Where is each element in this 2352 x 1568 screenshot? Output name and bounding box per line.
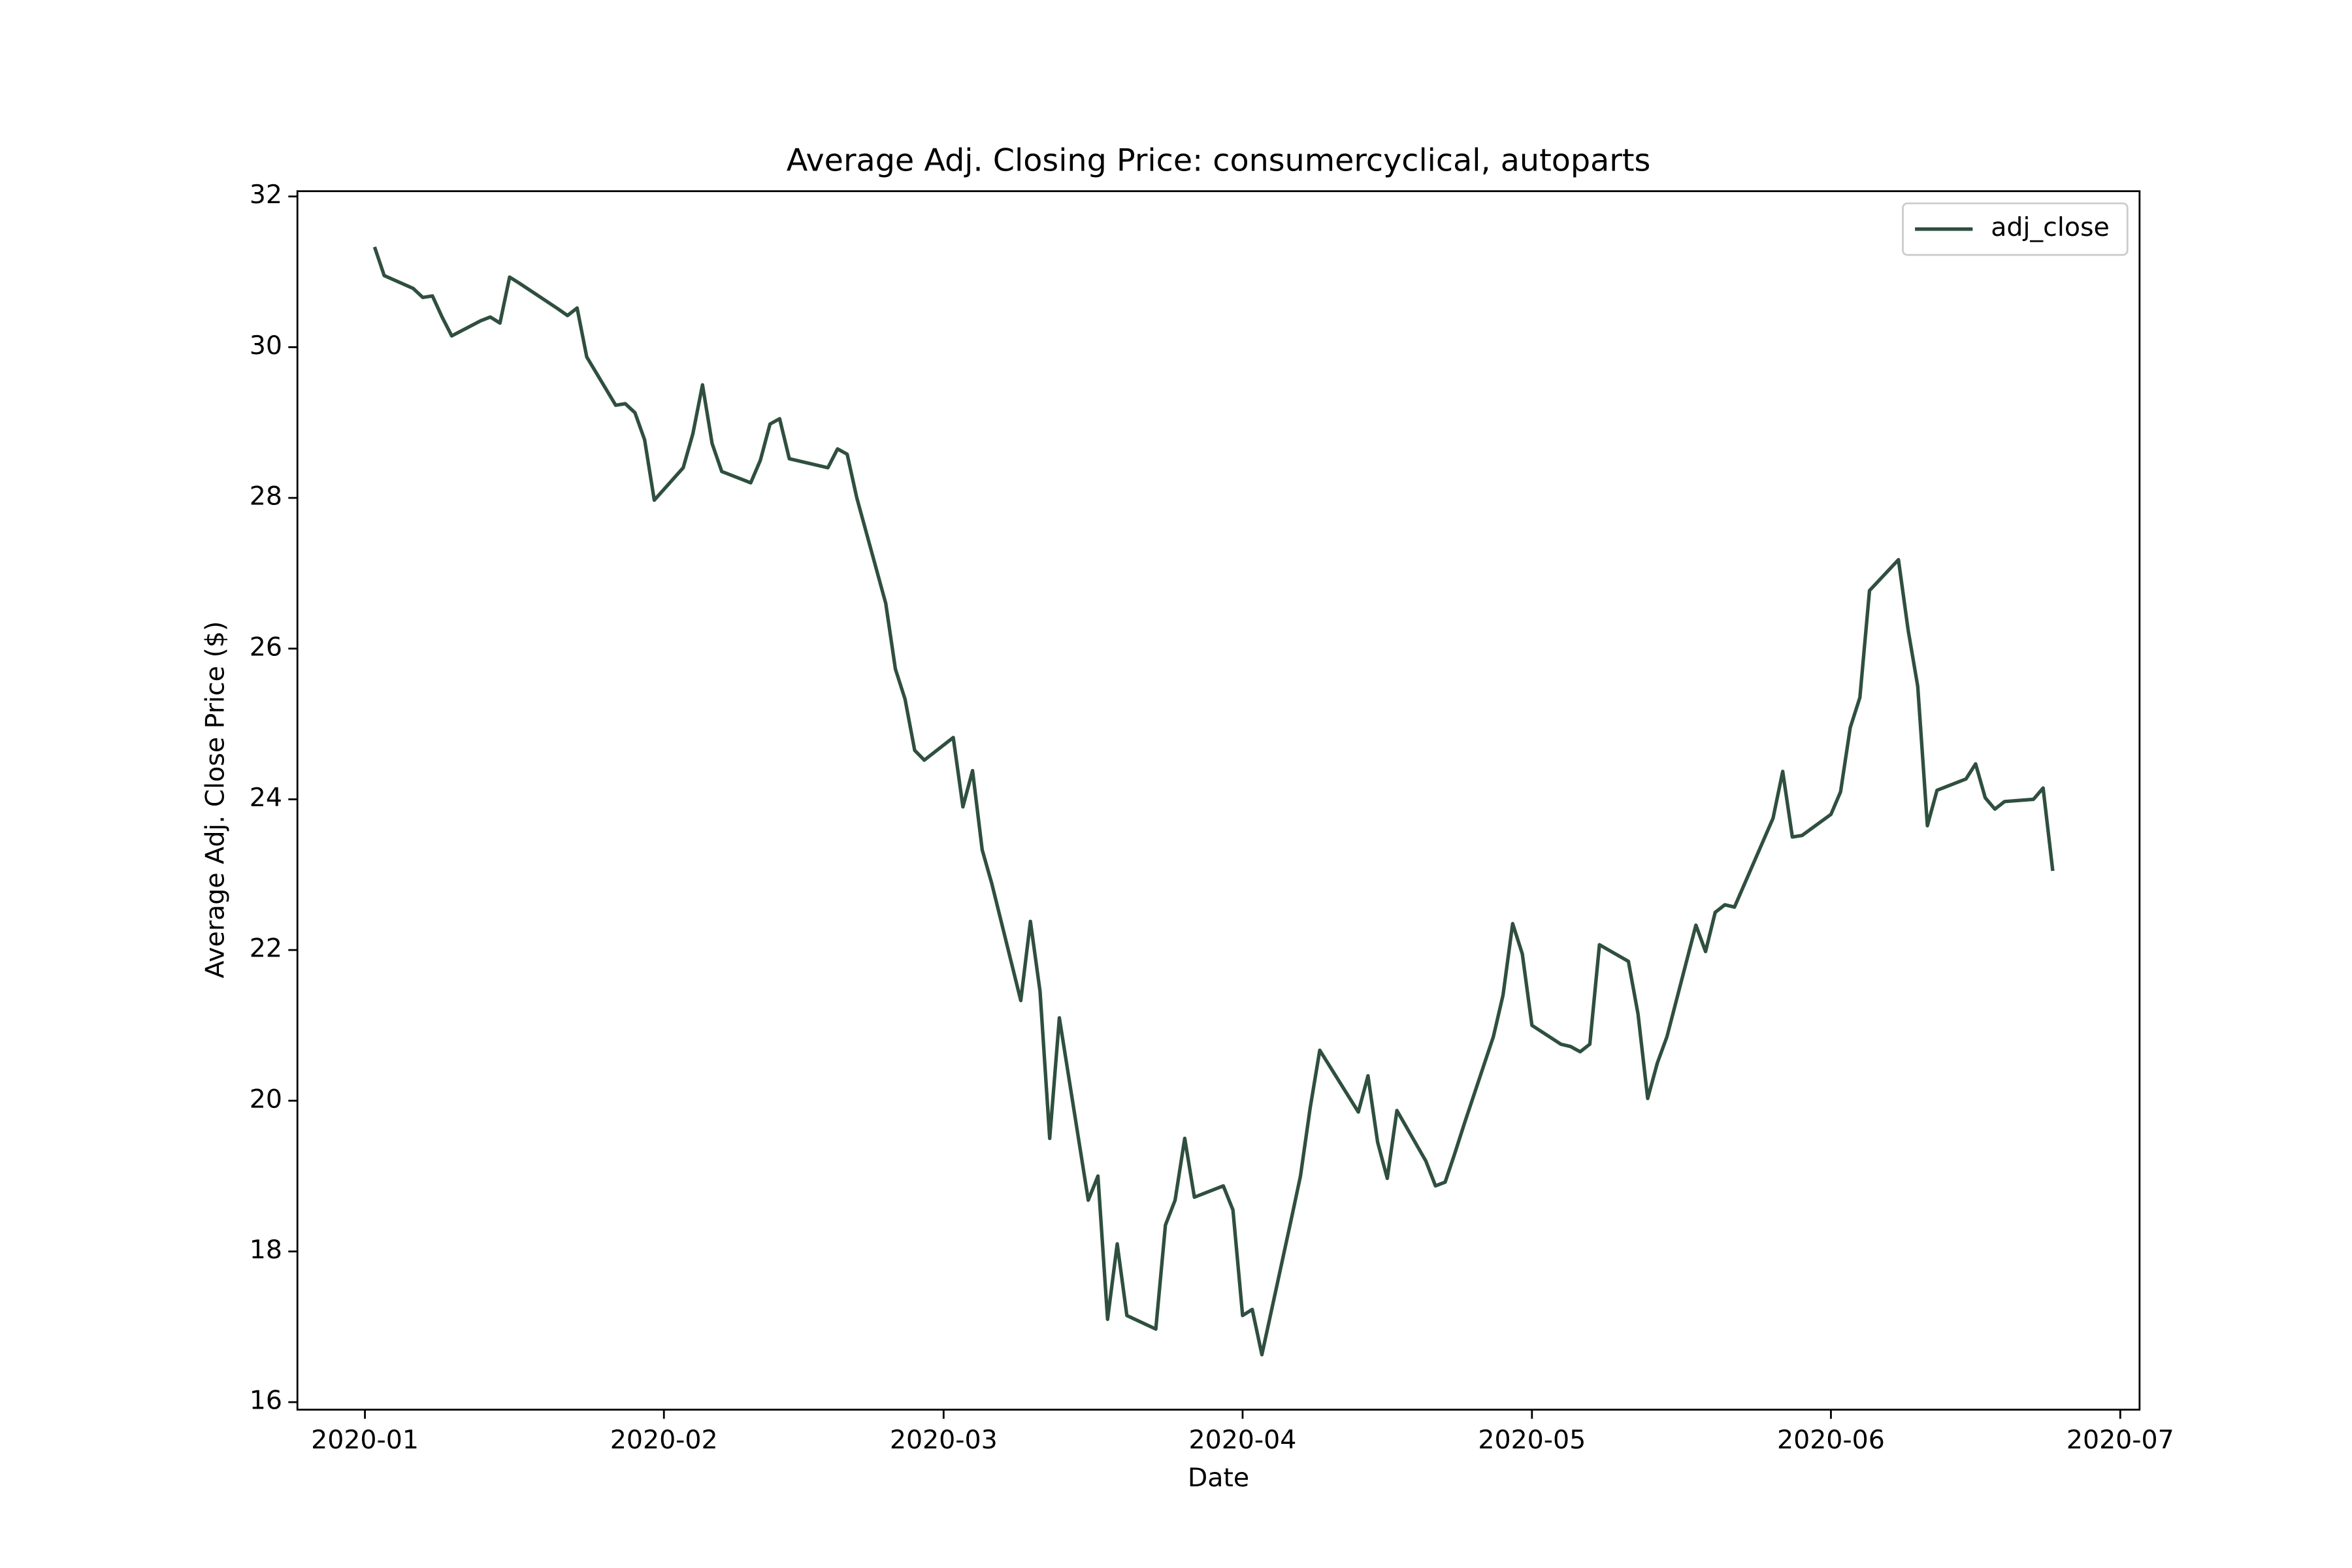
x-tick-label: 2020-01	[311, 1425, 419, 1455]
y-tick-label: 20	[250, 1084, 282, 1114]
axes-frame	[296, 190, 2141, 1411]
x-tick-label: 2020-05	[1478, 1425, 1586, 1455]
y-axis-label: Average Adj. Close Price ($)	[201, 621, 231, 979]
y-tick-label: 28	[250, 482, 282, 512]
legend-label: adj_close	[1991, 212, 2110, 242]
legend-box	[1902, 202, 2129, 256]
y-tick-label: 16	[250, 1386, 282, 1416]
x-tick-label: 2020-07	[2066, 1425, 2174, 1455]
data-line	[372, 246, 2055, 1357]
x-tick-label: 2020-06	[1777, 1425, 1885, 1455]
x-tick-label: 2020-03	[890, 1425, 998, 1455]
y-tick-label: 24	[250, 783, 282, 813]
y-tick-label: 26	[250, 632, 282, 662]
x-axis-label: Date	[1188, 1463, 1249, 1493]
y-tick-label: 18	[250, 1235, 282, 1265]
x-tick-label: 2020-04	[1188, 1425, 1296, 1455]
y-tick-label: 32	[250, 180, 282, 210]
y-tick-label: 30	[250, 331, 282, 361]
x-tick-label: 2020-02	[610, 1425, 718, 1455]
y-tick-label: 22	[250, 934, 282, 964]
chart-title: Average Adj. Closing Price: consumercycl…	[787, 143, 1651, 179]
